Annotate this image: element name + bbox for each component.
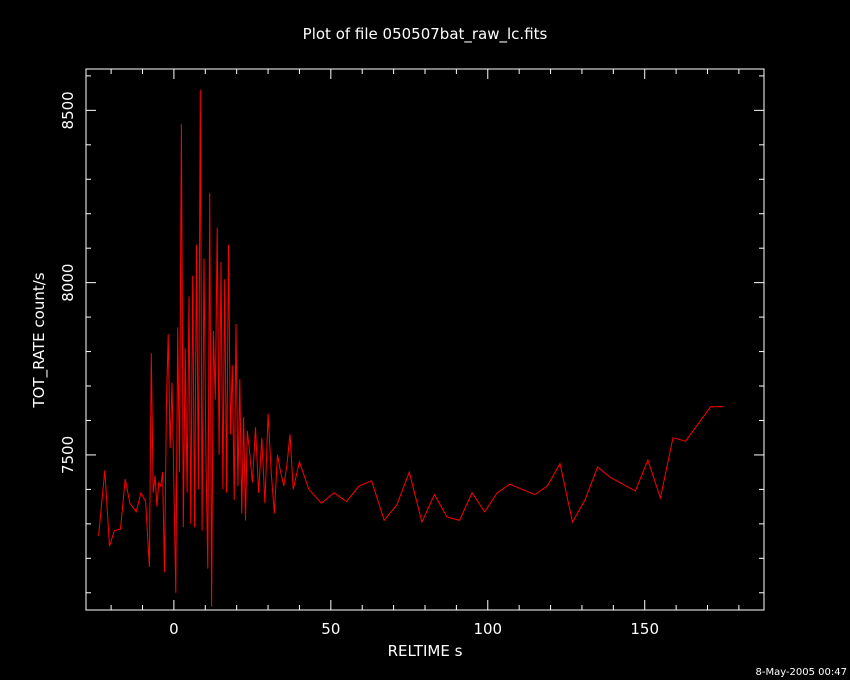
x-tick-label: 50 (321, 620, 340, 638)
plot-frame (85, 68, 765, 611)
x-axis-label: RELTIME s (388, 642, 463, 660)
y-tick-label: 7500 (59, 436, 77, 474)
x-tick-label: 100 (473, 620, 502, 638)
y-axis-label: TOT_RATE count/s (30, 272, 49, 408)
y-tick-label: 8500 (59, 91, 77, 129)
series-line (98, 89, 724, 607)
series-layer (98, 89, 724, 607)
axis-tick-labels: 0 50 100 150 7500 8000 8500 (59, 91, 659, 638)
y-tick-label: 8000 (59, 264, 77, 302)
x-tick-label: 0 (169, 620, 179, 638)
footer-timestamp: 8-May-2005 00:47 (755, 667, 847, 678)
axis-ticks (86, 69, 764, 610)
x-tick-label: 150 (630, 620, 659, 638)
chart-title: Plot of file 050507bat_raw_lc.fits (303, 25, 548, 44)
